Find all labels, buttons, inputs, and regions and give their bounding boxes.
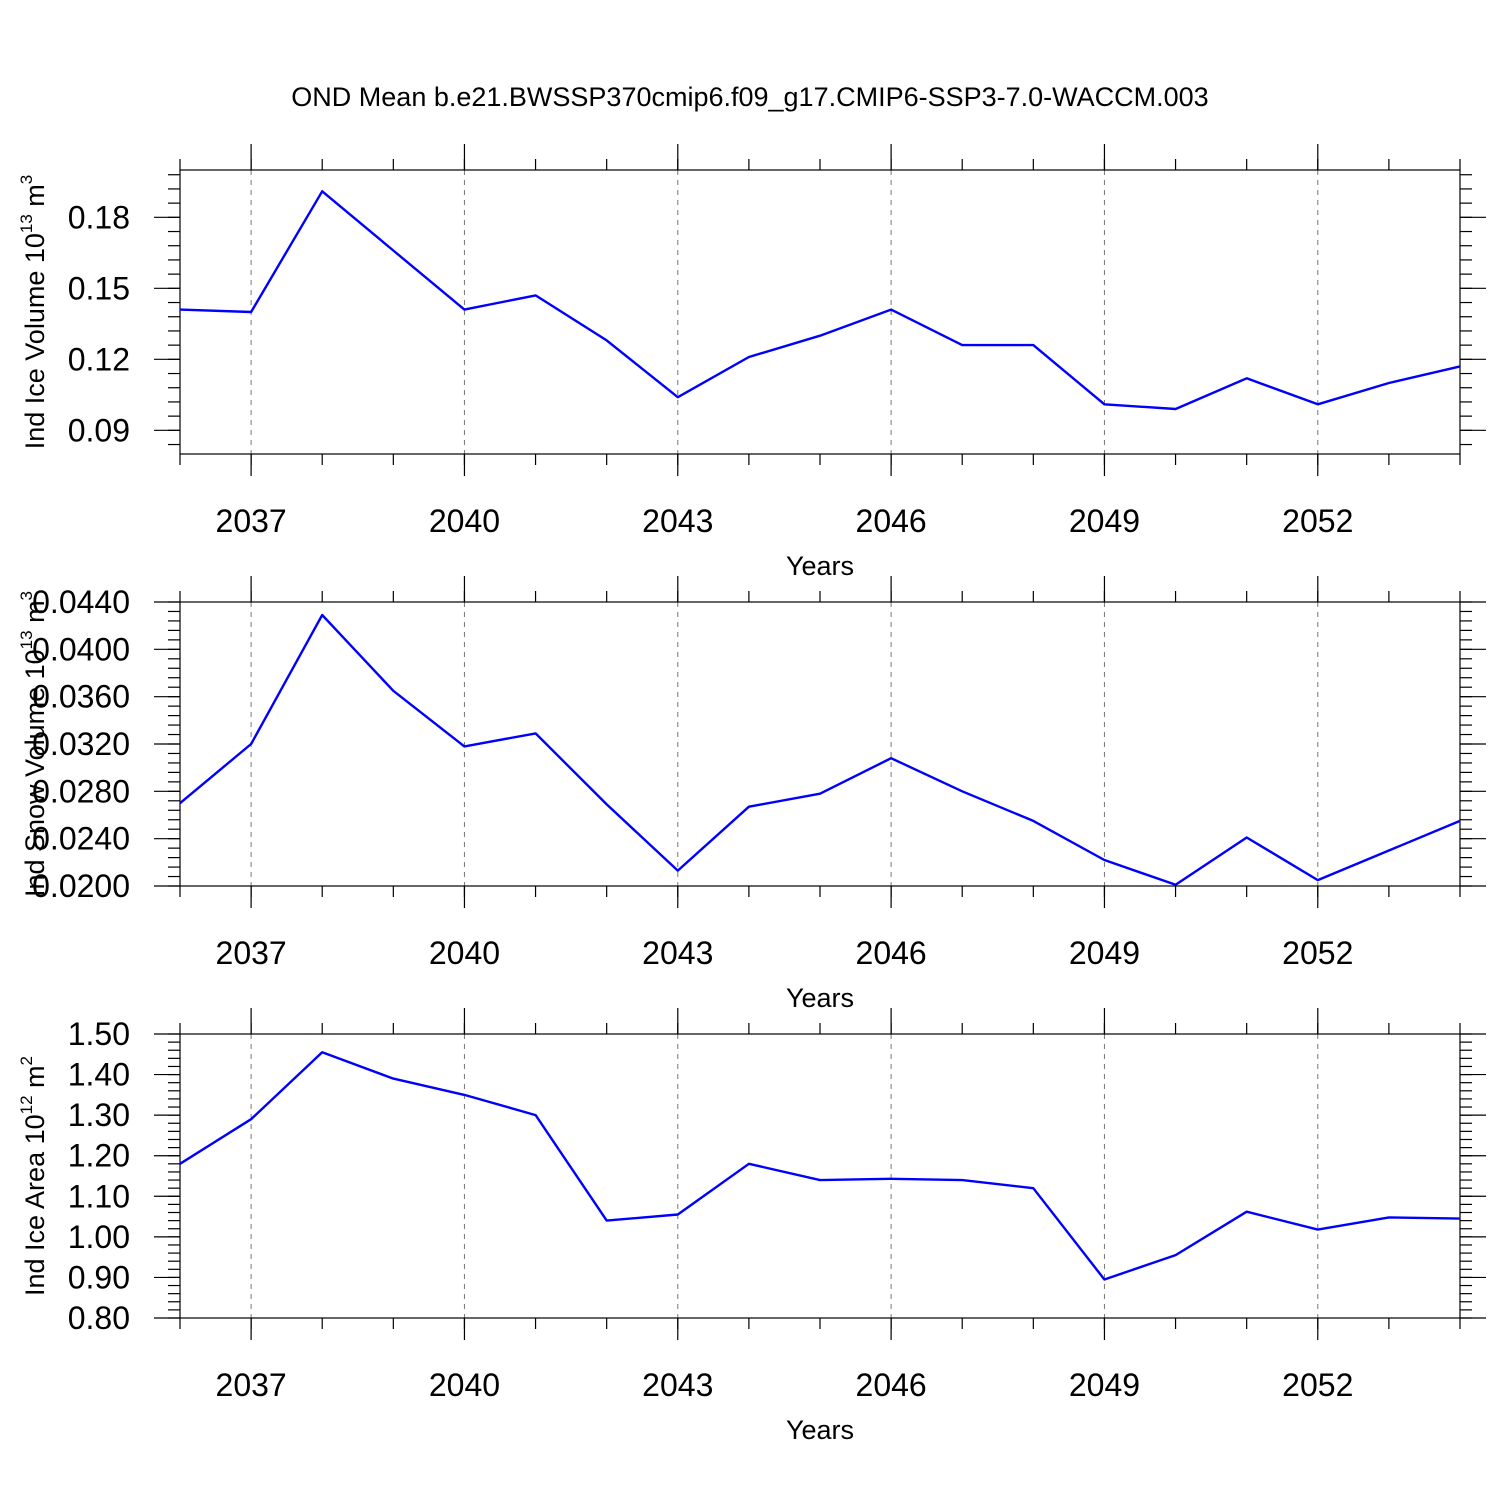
y-tick-label: 0.0280 (32, 773, 130, 809)
y-tick-label: 0.0440 (32, 584, 130, 620)
x-tick-label: 2043 (642, 1367, 713, 1403)
x-tick-label: 2049 (1069, 935, 1140, 971)
y-axis-title-unit-exponent: 2 (17, 1056, 36, 1065)
series-line (179, 190, 1461, 411)
y-tick-label: 1.00 (68, 1219, 130, 1255)
x-tick-label: 2052 (1282, 503, 1353, 539)
x-tick-label: 2040 (429, 935, 500, 971)
y-axis-title-text: Ind Ice Area 10 (20, 1114, 50, 1296)
chart-title: OND Mean b.e21.BWSSP370cmip6.f09_g17.CMI… (291, 82, 1208, 112)
plot-frame (179, 601, 1461, 887)
y-axis-title: Ind Ice Volume 1013 m3 (17, 175, 50, 450)
x-tick-label: 2043 (642, 503, 713, 539)
x-tick-label: 2037 (216, 935, 287, 971)
x-tick-label: 2049 (1069, 1367, 1140, 1403)
x-tick-label: 2046 (856, 503, 927, 539)
plot-frame (179, 169, 1461, 455)
plot-frame (179, 1033, 1461, 1319)
x-tick-label: 2040 (429, 503, 500, 539)
x-tick-label: 2037 (216, 1367, 287, 1403)
y-axis-title-unit: m (20, 1065, 50, 1095)
y-tick-label: 0.0200 (32, 868, 130, 904)
y-tick-label: 1.40 (68, 1057, 130, 1093)
y-tick-label: 0.80 (68, 1300, 130, 1336)
y-tick-label: 1.20 (68, 1138, 130, 1174)
y-tick-label: 0.90 (68, 1259, 130, 1295)
x-tick-label: 2046 (856, 935, 927, 971)
y-tick-label: 0.0320 (32, 726, 130, 762)
y-tick-label: 0.09 (68, 412, 130, 448)
y-axis-title-exponent: 12 (17, 1095, 36, 1114)
y-axis-title-text: Ind Snow Volume 10 (20, 649, 50, 897)
x-tick-label: 2046 (856, 1367, 927, 1403)
y-tick-label: 0.0360 (32, 679, 130, 715)
chart-panel-2: 2037 2040 2043 2046 2049 2052 0.0200 0.0240 0.02… (17, 576, 1486, 1013)
y-axis-title: Ind Ice Area 1012 m2 (17, 1056, 50, 1296)
y-axis-title-exponent: 13 (17, 214, 36, 233)
panels-container: 2037 2040 2043 2046 2049 2052 0.09 0.12 0.15 0.18… (17, 144, 1486, 1445)
y-tick-label: 1.50 (68, 1016, 130, 1052)
series-line (179, 613, 1461, 886)
x-tick-label: 2052 (1282, 935, 1353, 971)
y-tick-label: 0.0240 (32, 821, 130, 857)
x-tick-label: 2049 (1069, 503, 1140, 539)
series-line (179, 1051, 1461, 1281)
y-tick-label: 0.18 (68, 199, 130, 235)
x-axis-title: Years (786, 551, 854, 581)
y-axis-title-unit: m (20, 600, 50, 630)
y-axis-title-text: Ind Ice Volume 10 (20, 233, 50, 449)
x-axis-title: Years (786, 983, 854, 1013)
y-tick-label: 1.30 (68, 1097, 130, 1133)
y-axis-title-unit-exponent: 3 (17, 175, 36, 184)
y-tick-label: 1.10 (68, 1178, 130, 1214)
x-tick-label: 2037 (216, 503, 287, 539)
y-tick-label: 0.15 (68, 270, 130, 306)
y-axis-title: Ind Snow Volume 1013 m3 (17, 591, 50, 897)
y-axis-title-unit: m (20, 184, 50, 214)
y-axis-title-unit-exponent: 3 (17, 591, 36, 600)
chart-panel-1: 2037 2040 2043 2046 2049 2052 0.09 0.12 0.15 0.18… (17, 144, 1486, 581)
y-axis-title-exponent: 13 (17, 630, 36, 649)
y-tick-label: 0.12 (68, 341, 130, 377)
x-axis-title: Years (786, 1415, 854, 1445)
y-tick-label: 0.0400 (32, 631, 130, 667)
x-tick-label: 2043 (642, 935, 713, 971)
chart-panel-3: 2037 2040 2043 2046 2049 2052 0.80 0.90 1.00 1.10… (17, 1008, 1486, 1445)
x-tick-label: 2040 (429, 1367, 500, 1403)
x-tick-label: 2052 (1282, 1367, 1353, 1403)
